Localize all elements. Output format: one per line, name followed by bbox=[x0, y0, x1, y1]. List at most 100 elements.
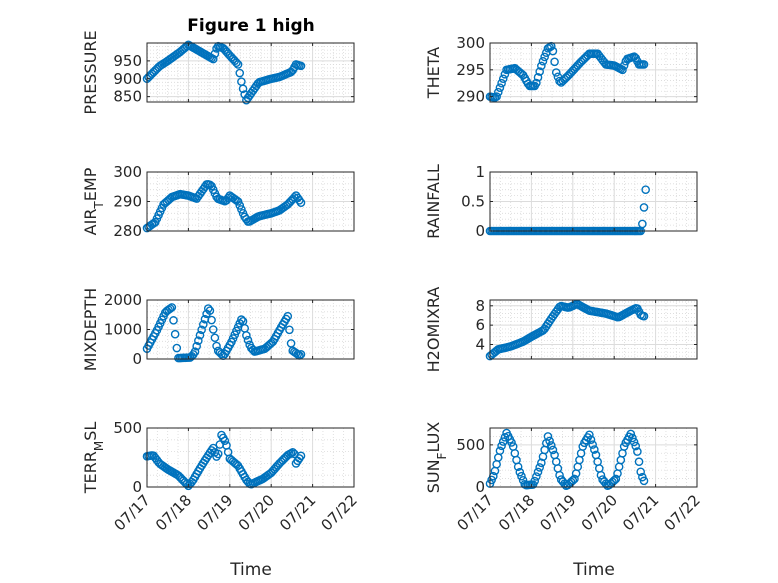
data-point bbox=[590, 445, 599, 454]
data-point bbox=[555, 470, 564, 480]
data-point bbox=[611, 474, 621, 484]
data-point bbox=[285, 325, 294, 335]
data-point bbox=[586, 435, 596, 444]
data-series bbox=[485, 299, 649, 361]
data-point bbox=[242, 331, 251, 340]
y-axis-label: H2OMIXRA bbox=[424, 287, 443, 373]
subplot-2: 290 295 300 THETA bbox=[424, 34, 698, 106]
data-point bbox=[169, 316, 178, 325]
data-point bbox=[513, 462, 523, 472]
data-series bbox=[485, 428, 649, 490]
data-point bbox=[555, 76, 564, 86]
y-axis-label: AIRTEMP bbox=[81, 167, 106, 235]
y-tick-label: 4 bbox=[475, 335, 485, 353]
data-point bbox=[533, 73, 543, 82]
data-point bbox=[237, 205, 246, 214]
data-point bbox=[551, 68, 561, 77]
y-tick-label: 0 bbox=[475, 222, 485, 240]
data-point bbox=[165, 304, 175, 313]
x-axis-label-right: Time bbox=[572, 560, 615, 580]
data-point bbox=[232, 58, 241, 67]
data-point bbox=[550, 57, 559, 67]
x-tick-label: 07/17 bbox=[454, 491, 497, 534]
data-point bbox=[618, 65, 627, 75]
y-tick-label: 280 bbox=[113, 222, 142, 240]
data-point bbox=[631, 441, 641, 451]
data-point bbox=[497, 441, 506, 451]
data-point bbox=[546, 441, 556, 450]
data-series bbox=[142, 430, 306, 491]
data-point bbox=[497, 78, 506, 88]
data-point bbox=[636, 467, 645, 477]
data-point bbox=[540, 52, 549, 62]
data-point bbox=[208, 443, 218, 453]
data-point bbox=[190, 347, 200, 357]
data-point bbox=[532, 78, 541, 88]
data-point bbox=[208, 54, 218, 64]
x-tick-label: 07/19 bbox=[193, 491, 236, 534]
data-point bbox=[235, 68, 245, 78]
data-point bbox=[213, 449, 223, 459]
data-point bbox=[233, 60, 243, 69]
data-point bbox=[548, 46, 558, 56]
x-tick-label: 07/20 bbox=[578, 491, 621, 534]
data-point bbox=[207, 315, 216, 325]
data-point bbox=[203, 304, 213, 313]
data-point bbox=[210, 333, 220, 343]
y-tick-label: 850 bbox=[113, 88, 142, 106]
data-point bbox=[639, 311, 649, 321]
x-tick-label: 07/18 bbox=[495, 491, 538, 534]
data-point bbox=[493, 87, 503, 97]
x-tick-label: 07/22 bbox=[661, 491, 704, 534]
data-point bbox=[233, 197, 243, 206]
data-point bbox=[495, 83, 505, 92]
data-point bbox=[238, 84, 248, 94]
data-point bbox=[517, 471, 526, 481]
data-point bbox=[535, 67, 544, 76]
data-point bbox=[220, 436, 230, 446]
axes-frame bbox=[146, 427, 355, 488]
data-point bbox=[212, 341, 221, 351]
data-point bbox=[585, 430, 594, 440]
data-point bbox=[538, 56, 548, 66]
data-point bbox=[237, 315, 246, 324]
data-point bbox=[288, 448, 298, 457]
data-point bbox=[507, 438, 516, 447]
axes-frame bbox=[489, 299, 698, 360]
subplot-4: 0 0.5 1 RAINFALL bbox=[424, 163, 698, 240]
data-point bbox=[199, 320, 208, 329]
axes-frame bbox=[489, 42, 698, 103]
data-point bbox=[570, 474, 579, 484]
y-tick-label: 8 bbox=[475, 297, 485, 315]
data-point bbox=[170, 329, 180, 339]
x-tick-label: 07/18 bbox=[152, 491, 195, 534]
data-point bbox=[588, 440, 597, 449]
y-axis-label: SUNFLUX bbox=[424, 422, 449, 494]
y-tick-label: 2000 bbox=[104, 291, 142, 309]
y-tick-label: 300 bbox=[113, 163, 142, 181]
y-tick-label: 1000 bbox=[104, 321, 142, 339]
data-series bbox=[142, 303, 306, 363]
y-tick-label: 0 bbox=[132, 478, 142, 496]
data-point bbox=[638, 219, 647, 229]
axes-frame bbox=[146, 42, 355, 103]
x-tick-label: 07/20 bbox=[235, 491, 278, 534]
x-tick-label: 07/21 bbox=[619, 491, 662, 534]
x-tick-label: 07/17 bbox=[111, 491, 154, 534]
data-series bbox=[142, 40, 306, 105]
data-point bbox=[192, 341, 201, 351]
data-point bbox=[182, 479, 192, 489]
data-point bbox=[515, 467, 525, 477]
data-point bbox=[641, 185, 650, 194]
data-point bbox=[194, 336, 203, 346]
data-point bbox=[639, 476, 649, 486]
data-point bbox=[167, 303, 177, 312]
y-tick-label: 0 bbox=[475, 478, 485, 496]
y-tick-label: 290 bbox=[113, 193, 142, 211]
data-point bbox=[619, 61, 629, 70]
data-point bbox=[639, 60, 649, 69]
data-point bbox=[210, 49, 220, 59]
